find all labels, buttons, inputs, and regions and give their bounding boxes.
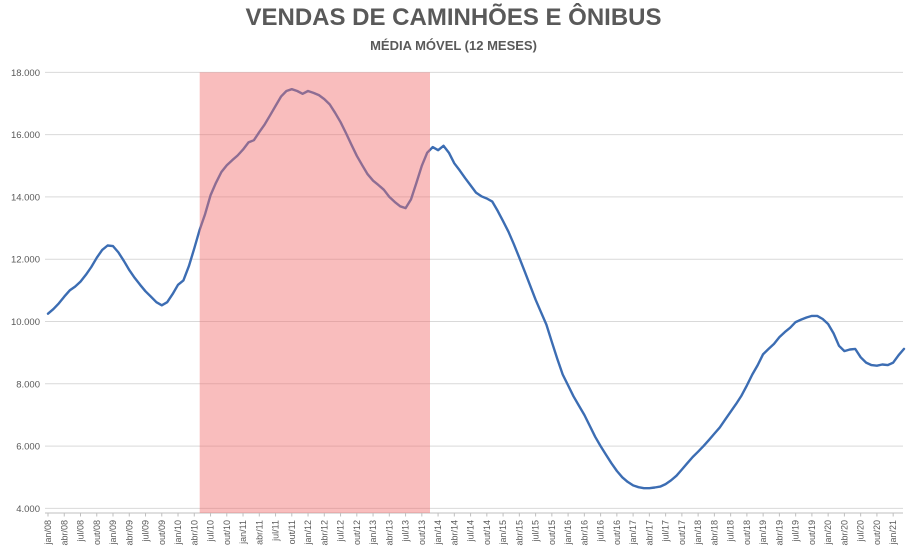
x-tick-label: jul/16: [596, 520, 606, 543]
x-tick-label: jan/16: [563, 520, 573, 546]
x-tick-label: out/20: [872, 520, 882, 545]
x-tick-label: jan/10: [173, 520, 183, 546]
y-axis-labels: 4.000 6.000 8.000 10.000 12.000 14.000 16.000 1…: [11, 68, 40, 515]
x-tick-label: jan/19: [758, 520, 768, 546]
x-tick-label: abr/10: [189, 520, 199, 546]
x-tick-label: jul/15: [531, 520, 541, 543]
x-tick-label: jul/13: [401, 520, 411, 543]
x-tick-label: jan/08: [43, 520, 53, 546]
series: [46, 87, 906, 490]
x-tick-label: jan/15: [498, 520, 508, 546]
x-tick-label: abr/14: [449, 520, 459, 546]
x-tick-label: jul/14: [466, 520, 476, 543]
x-tick-label: jul/12: [336, 520, 346, 543]
x-axis-labels: jan/08 abr/08 jul/08 out/08 jan/09 abr/09 jul/…: [43, 520, 898, 546]
gridlines: [45, 71, 903, 509]
x-tick-label: out/15: [547, 520, 557, 545]
x-tick-label: jan/12: [303, 520, 313, 546]
x-tick-label: jan/09: [108, 520, 118, 546]
x-tick-label: abr/09: [124, 520, 134, 546]
x-tick-label: out/10: [222, 520, 232, 545]
x-tick-label: out/16: [612, 520, 622, 545]
x-tick-label: abr/18: [709, 520, 719, 546]
x-tick-label: out/19: [807, 520, 817, 545]
x-tick-label: out/11: [287, 520, 297, 544]
x-tick-label: out/08: [92, 520, 102, 545]
x-tick-label: abr/17: [644, 520, 654, 546]
x-axis: [45, 512, 903, 517]
x-tick-label: out/13: [417, 520, 427, 545]
y-tick-label: 10.000: [11, 317, 40, 328]
x-tick-label: jan/13: [368, 520, 378, 546]
x-tick-label: abr/08: [59, 520, 69, 546]
series-line: [46, 87, 906, 490]
x-tick-label: jul/20: [856, 520, 866, 543]
x-tick-label: abr/15: [514, 520, 524, 546]
x-tick-label: jul/09: [141, 520, 151, 543]
y-tick-label: 14.000: [11, 192, 40, 203]
x-tick-label: abr/19: [774, 520, 784, 546]
y-tick-label: 18.000: [11, 68, 40, 79]
x-tick-label: jul/08: [76, 520, 86, 543]
chart-title: VENDAS DE CAMINHÕES E ÔNIBUS: [245, 4, 662, 31]
highlight-band-rect: [199, 72, 430, 514]
x-tick-label: out/18: [742, 520, 752, 545]
x-tick-label: abr/13: [384, 520, 394, 546]
x-tick-label: jul/10: [206, 520, 216, 543]
y-tick-label: 6.000: [16, 442, 40, 453]
x-tick-label: out/09: [157, 520, 167, 545]
x-tick-label: jul/17: [661, 520, 671, 543]
x-tick-label: jan/21: [888, 520, 898, 546]
x-tick-label: abr/16: [579, 520, 589, 546]
x-tick-label: abr/20: [839, 520, 849, 546]
x-tick-label: out/12: [352, 520, 362, 545]
y-tick-label: 12.000: [11, 255, 40, 266]
y-tick-label: 16.000: [11, 130, 40, 141]
x-tick-label: jan/20: [823, 520, 833, 546]
x-tick-label: jan/14: [433, 520, 443, 546]
x-tick-label: abr/11: [254, 520, 264, 545]
x-tick-label: out/14: [482, 520, 492, 545]
highlight-band: [199, 72, 430, 514]
x-tick-label: out/17: [677, 520, 687, 545]
y-tick-label: 8.000: [16, 379, 40, 390]
x-tick-label: abr/12: [319, 520, 329, 546]
x-tick-label: jul/18: [726, 520, 736, 543]
x-tick-label: jan/18: [693, 520, 703, 546]
y-tick-label: 4.000: [16, 504, 40, 515]
x-tick-label: jan/17: [628, 520, 638, 546]
x-tick-label: jul/11: [271, 520, 281, 542]
chart-subtitle: MÉDIA MÓVEL (12 MESES): [370, 38, 537, 53]
x-tick-label: jul/19: [791, 520, 801, 543]
x-tick-label: jan/11: [238, 520, 248, 545]
